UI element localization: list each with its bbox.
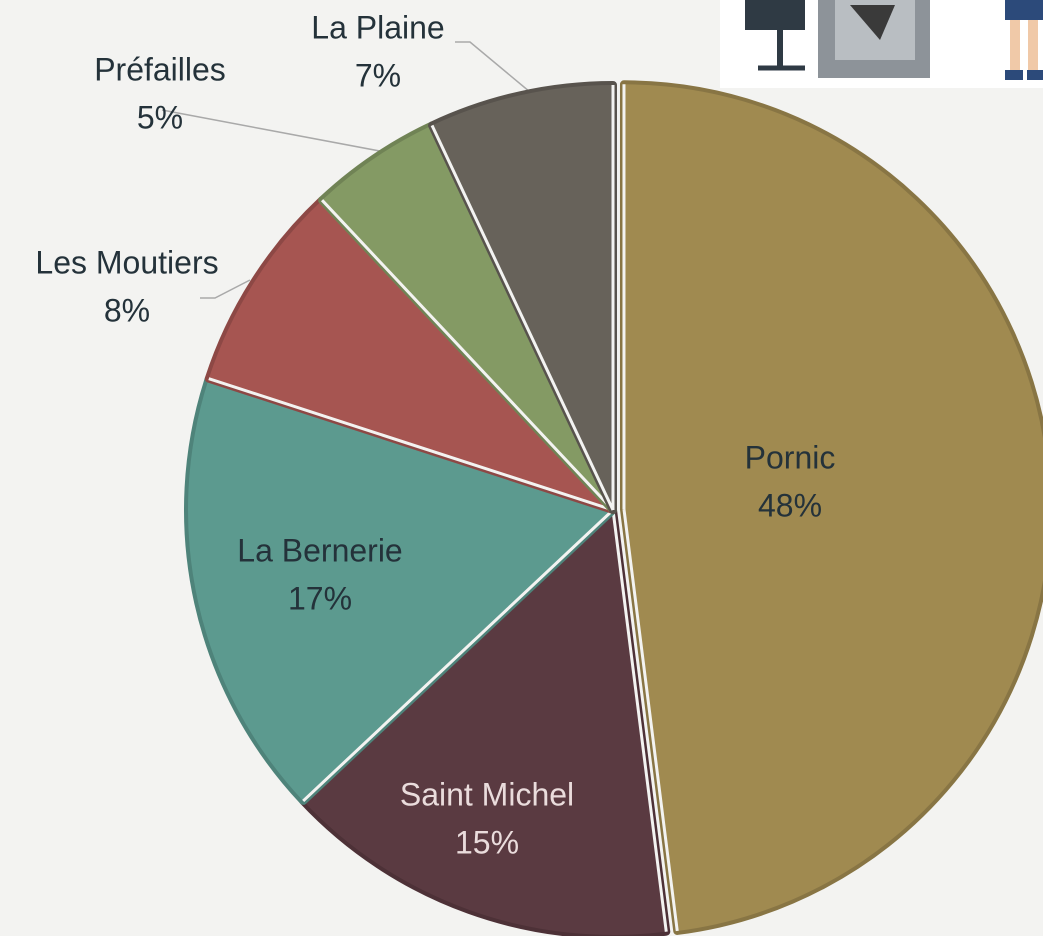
slice-gap [622,84,679,932]
slice [204,196,617,514]
leader-line [200,279,251,299]
figure-shoe [1005,70,1023,80]
figure-leg [1028,20,1038,70]
figure-skirt [1005,0,1043,20]
value-label: 48% [758,487,822,523]
slice-label: La Bernerie [237,532,402,568]
slice [619,80,1043,935]
person-leg [850,5,895,40]
slice-label: Préfailles [94,51,226,87]
slices [184,80,1043,936]
slice-label: Saint Michel [400,776,574,812]
slice [299,506,671,936]
value-label: 8% [104,292,150,328]
leader-line [455,41,531,93]
chair-back [745,0,805,30]
value-label: 5% [137,99,183,135]
value-label: 7% [355,57,401,93]
slice [428,81,617,514]
slice-gap [430,85,615,511]
figure-leg [1010,20,1020,70]
leader-line [161,109,386,153]
value-label: 15% [455,824,519,860]
slice-label: Les Moutiers [35,244,218,280]
illustration [720,0,1043,88]
slice-label: Pornic [745,439,836,475]
slice-label: La Plaine [311,9,444,45]
value-label: 17% [288,580,352,616]
slice [184,374,617,805]
labels: Pornic 48% Saint Michel 15% La Bernerie 17% Le… [35,9,835,860]
figure-shoe [1027,70,1043,80]
